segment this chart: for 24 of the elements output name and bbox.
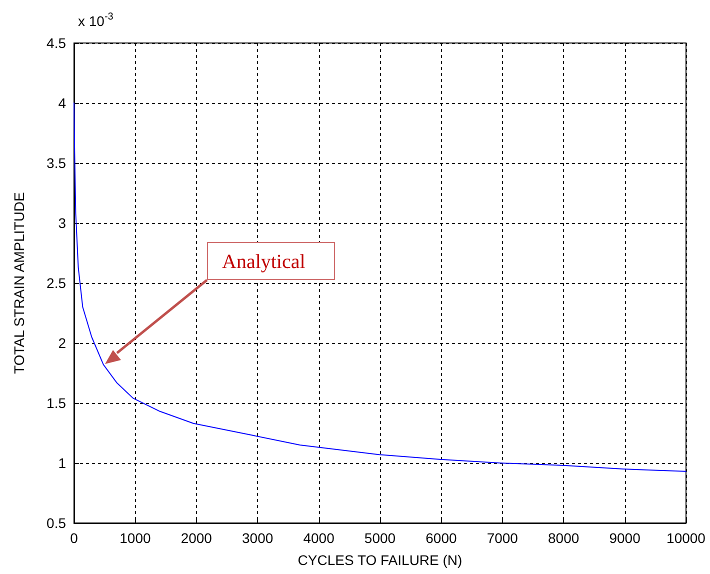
annotation: Analytical — [207, 242, 335, 280]
y-tick-label: 2 — [58, 335, 66, 351]
y-tick-label: 1 — [58, 455, 66, 471]
x-tick-label: 3000 — [242, 530, 274, 546]
y-tick-label: 4.5 — [46, 35, 66, 51]
x-tick-label: 5000 — [364, 530, 396, 546]
y-tick-label: 0.5 — [46, 515, 66, 531]
x-tick-label: 4000 — [303, 530, 335, 546]
y-tick-label: 1.5 — [46, 395, 66, 411]
y-tick-label: 4 — [58, 95, 66, 111]
line-series — [74, 102, 686, 472]
x-tick-label: 2000 — [180, 530, 212, 546]
x-tick-label: 7000 — [486, 530, 518, 546]
x-tick-label: 0 — [70, 530, 78, 546]
x-tick-label: 8000 — [548, 530, 580, 546]
x-tick-label: 1000 — [120, 530, 151, 546]
x-axis-title: CYCLES TO FAILURE (N) — [298, 552, 462, 568]
y-tick-label: 3.5 — [46, 155, 66, 171]
y-tick-label: 2.5 — [46, 275, 66, 291]
x-tick-label: 6000 — [426, 530, 457, 546]
x-tick-label: 9000 — [609, 530, 641, 546]
y-tick-label: 3 — [58, 215, 66, 231]
y-axis-title: TOTAL STRAIN AMPLITUDE — [11, 192, 27, 374]
x-tick-label: 10000 — [666, 530, 706, 546]
